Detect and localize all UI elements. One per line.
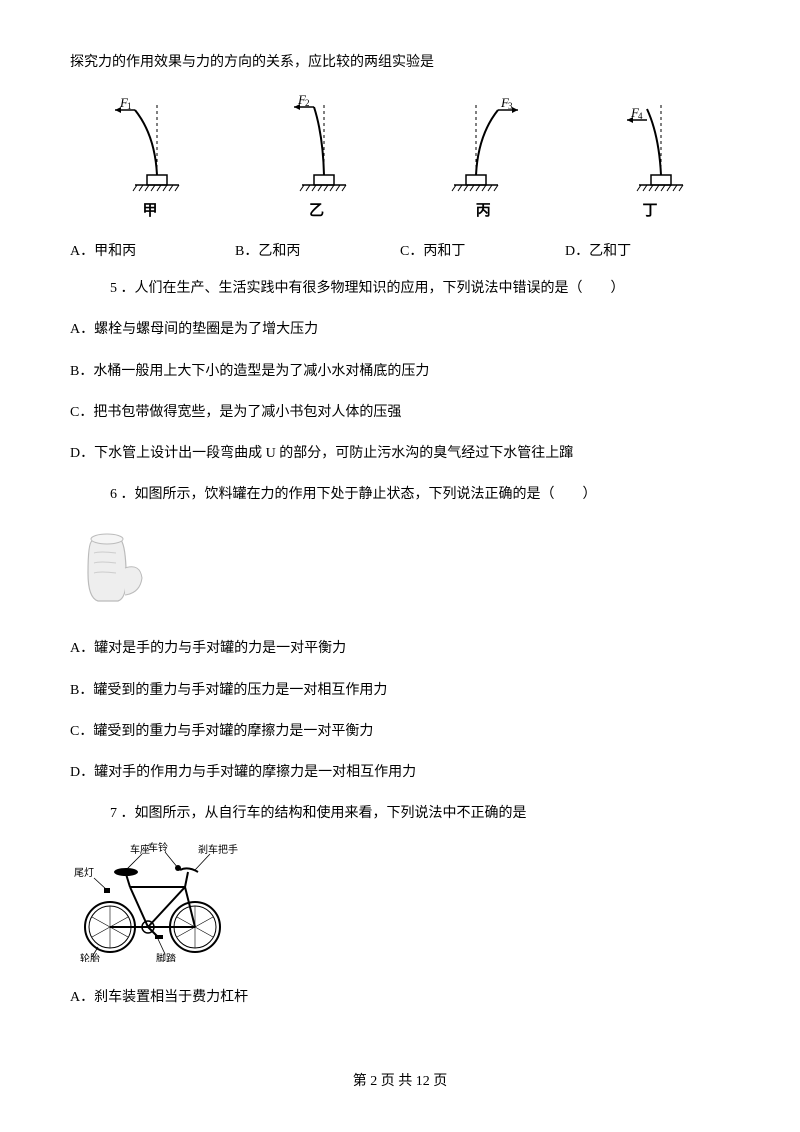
q5-d: D．下水管上设计出一段弯曲成 U 的部分，可防止污水沟的臭气经过下水管往上蹿 [70, 441, 730, 466]
label-seat: 车座 [130, 843, 150, 856]
diagram-ding-label: 丁 [590, 199, 710, 220]
q6-c: C．罐受到的重力与手对罐的摩擦力是一对平衡力 [70, 719, 730, 744]
label-tail: 尾灯 [74, 867, 94, 879]
q4-opt-b: B．乙和丙 [235, 240, 400, 260]
diagram-ding: F 4 丁 [590, 95, 710, 220]
q6-d: D．罐对手的作用力与手对罐的摩擦力是一对相互作用力 [70, 760, 730, 785]
page-footer: 第 2 页 共 12 页 [70, 1070, 730, 1090]
diagram-yi-label: 乙 [257, 199, 377, 220]
diagram-ding-svg: F 4 [605, 95, 695, 195]
q6-figure [70, 523, 730, 618]
q5-c: C．把书包带做得宽些，是为了减小书包对人体的压强 [70, 400, 730, 425]
q5-b: B．水桶一般用上大下小的造型是为了减小水对桶底的压力 [70, 359, 730, 384]
can-icon [70, 523, 160, 613]
label-pedal: 脚踏 [156, 952, 176, 962]
svg-text:3: 3 [508, 101, 513, 111]
diagram-yi: F 2 乙 [257, 95, 377, 220]
diagram-jia-svg: F 1 [105, 95, 195, 195]
diagram-yi-svg: F 2 [272, 95, 362, 195]
svg-text:4: 4 [638, 111, 643, 121]
q5-stem: 5 ．人们在生产、生活实践中有很多物理知识的应用，下列说法中错误的是（ ） [70, 276, 730, 301]
label-brake: 剎车把手 [198, 843, 238, 856]
q4-opt-c: C．丙和丁 [400, 240, 565, 260]
svg-text:1: 1 [127, 101, 132, 111]
q6-stem: 6 ．如图所示，饮料罐在力的作用下处于静止状态，下列说法正确的是（ ） [70, 482, 730, 507]
label-bell: 车铃 [148, 842, 168, 854]
label-tire: 轮胎 [80, 952, 100, 962]
page: 探究力的作用效果与力的方向的关系，应比较的两组实验是 F 1 [0, 0, 800, 1120]
q7-figure: 车铃 剎车把手 车座 尾灯 轮胎 脚踏 [70, 842, 730, 967]
diagram-bing-svg: F 3 [438, 95, 528, 195]
q7-a: A．刹车装置相当于费力杠杆 [70, 985, 730, 1010]
q4-opt-a: A．甲和丙 [70, 240, 235, 260]
q5-a: A．螺栓与螺母间的垫圈是为了增大压力 [70, 317, 730, 342]
q6-a: A．罐对是手的力与手对罐的力是一对平衡力 [70, 636, 730, 661]
svg-text:2: 2 [305, 98, 310, 108]
bike-icon: 车铃 剎车把手 车座 尾灯 轮胎 脚踏 [70, 842, 240, 962]
q4-intro: 探究力的作用效果与力的方向的关系，应比较的两组实验是 [70, 50, 730, 75]
q7-stem: 7 ．如图所示，从自行车的结构和使用来看，下列说法中不正确的是 [70, 801, 730, 826]
q4-options: A．甲和丙 B．乙和丙 C．丙和丁 D．乙和丁 [70, 240, 730, 260]
q4-opt-d: D．乙和丁 [565, 240, 730, 260]
diagram-jia: F 1 甲 [90, 95, 210, 220]
q4-diagrams: F 1 甲 F 2 [70, 95, 730, 220]
diagram-bing-label: 丙 [423, 199, 543, 220]
diagram-bing: F 3 丙 [423, 95, 543, 220]
diagram-jia-label: 甲 [90, 199, 210, 220]
q6-b: B．罐受到的重力与手对罐的压力是一对相互作用力 [70, 678, 730, 703]
